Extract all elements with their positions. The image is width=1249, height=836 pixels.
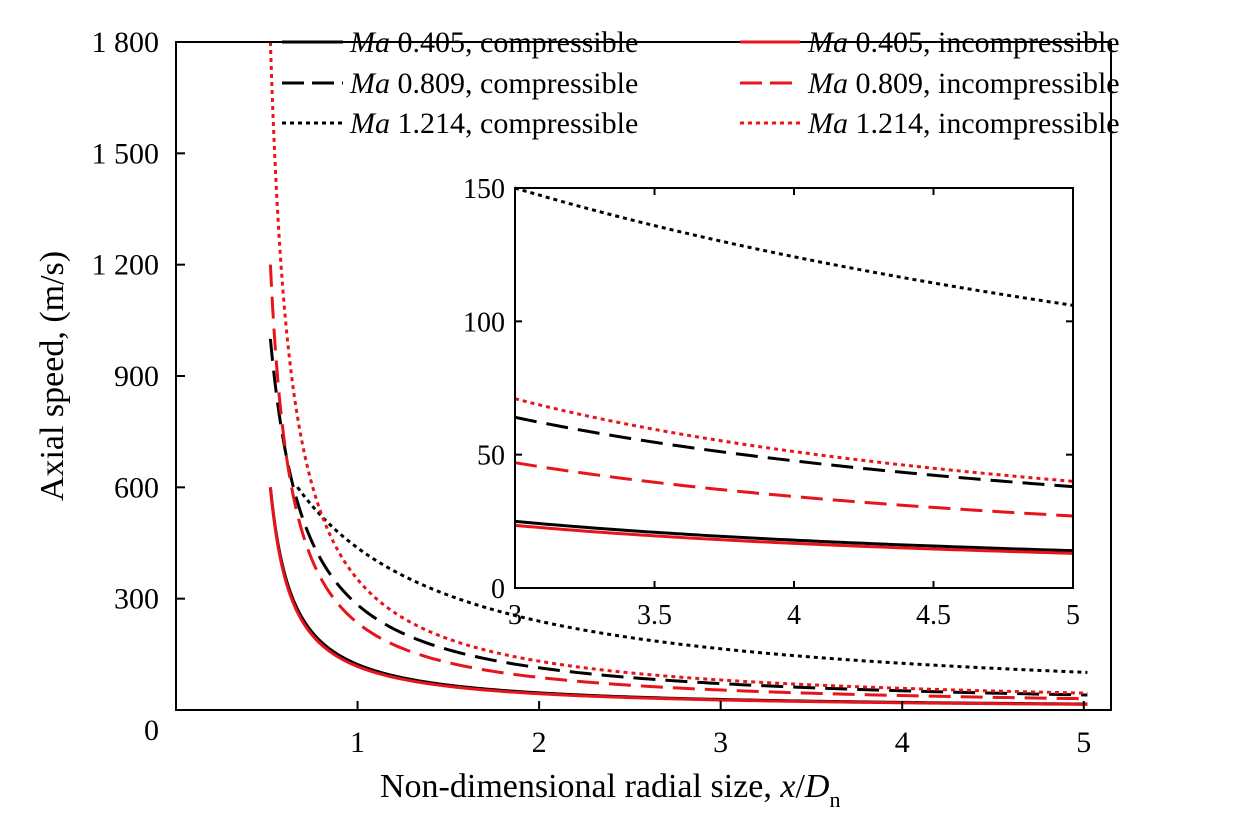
x-axis-title-slash: / bbox=[795, 768, 805, 805]
legend-label-1: Ma 0.405, compressible bbox=[349, 26, 638, 59]
y-tick-label: 300 bbox=[114, 583, 159, 616]
inset-plot: 3 3.5 4 4.5 5 0 50 100 150 bbox=[463, 174, 1080, 631]
x-axis-title: Non-dimensional radial size, x/Dn bbox=[380, 768, 840, 812]
x-tick-label: 5 bbox=[1076, 726, 1091, 759]
y-tick-label: 0 bbox=[144, 714, 159, 747]
x-tick-label: 2 bbox=[532, 726, 547, 759]
inset-series-line-2 bbox=[514, 523, 1074, 555]
legend-label-4: Ma 0.809, incompressible bbox=[807, 67, 1120, 100]
legend-rest: 0.405, compressible bbox=[390, 26, 638, 59]
x-axis-title-var: x bbox=[779, 768, 795, 805]
inset-series-line-5 bbox=[514, 186, 1074, 307]
x-axis-title-subscript: n bbox=[829, 787, 840, 812]
legend-label-3: Ma 0.809, compressible bbox=[349, 67, 638, 100]
main-y-ticks: 0 300 600 900 1 200 1 500 1 800 bbox=[92, 26, 185, 747]
y-tick-label: 1 200 bbox=[92, 249, 160, 282]
inset-y-tick-label: 150 bbox=[463, 174, 505, 205]
inset-y-tick-label: 0 bbox=[491, 574, 505, 605]
x-tick-label: 1 bbox=[350, 726, 365, 759]
legend-ma: Ma bbox=[349, 67, 390, 100]
x-tick-label: 3 bbox=[713, 726, 728, 759]
main-x-ticks: 1 2 3 4 5 bbox=[350, 701, 1091, 759]
inset-x-tick-label: 3.5 bbox=[637, 600, 672, 631]
x-axis-title-text: Non-dimensional radial size, bbox=[380, 768, 780, 805]
inset-curves bbox=[514, 186, 1074, 555]
legend-rest: 1.214, incompressible bbox=[848, 107, 1120, 140]
legend-ma: Ma bbox=[349, 107, 390, 140]
main-plot: 1 2 3 4 5 0 300 600 900 1 200 1 500 1 800 bbox=[92, 26, 1112, 759]
inset-x-ticks: 3 3.5 4 4.5 5 bbox=[508, 188, 1080, 631]
y-axis-title: Axial speed, (m/s) bbox=[34, 251, 71, 501]
series-line-5 bbox=[296, 486, 1088, 674]
legend-rest: 0.809, incompressible bbox=[848, 67, 1120, 100]
legend-label-6: Ma 1.214, incompressible bbox=[807, 107, 1120, 140]
y-tick-label: 600 bbox=[114, 471, 159, 504]
inset-series-line-1 bbox=[514, 519, 1074, 553]
inset-x-tick-label: 4.5 bbox=[916, 600, 951, 631]
series-line-4 bbox=[268, 264, 1088, 701]
legend-rest: 1.214, compressible bbox=[390, 107, 638, 140]
inset-series-line-3 bbox=[514, 415, 1074, 489]
legend-label-2: Ma 0.405, incompressible bbox=[807, 26, 1120, 59]
inset-x-tick-label: 3 bbox=[508, 600, 522, 631]
legend-ma: Ma bbox=[807, 67, 848, 100]
inset-series-line-4 bbox=[514, 461, 1074, 518]
inset-y-tick-label: 100 bbox=[463, 307, 505, 338]
legend-rest: 0.809, compressible bbox=[390, 67, 638, 100]
inset-x-tick-label: 4 bbox=[787, 600, 801, 631]
series-line-3 bbox=[268, 338, 1088, 697]
y-tick-label: 900 bbox=[114, 360, 159, 393]
legend-ma: Ma bbox=[349, 26, 390, 59]
inset-background bbox=[515, 188, 1073, 588]
inset-y-ticks: 0 50 100 150 bbox=[463, 174, 1073, 605]
legend-ma: Ma bbox=[807, 26, 848, 59]
series-line-6 bbox=[268, 42, 1088, 695]
legend: Ma 0.405, compressible Ma 0.405, incompre… bbox=[282, 26, 1120, 140]
main-curves bbox=[268, 42, 1088, 706]
legend-ma: Ma bbox=[807, 107, 848, 140]
x-axis-title-d: D bbox=[804, 768, 830, 805]
legend-rest: 0.405, incompressible bbox=[848, 26, 1120, 59]
y-tick-label: 1 500 bbox=[92, 137, 160, 170]
y-tick-label: 1 800 bbox=[92, 26, 160, 59]
inset-x-tick-label: 5 bbox=[1066, 600, 1080, 631]
legend-label-5: Ma 1.214, compressible bbox=[349, 107, 638, 140]
inset-y-tick-label: 50 bbox=[477, 441, 505, 472]
x-tick-label: 4 bbox=[895, 726, 910, 759]
series-line-2 bbox=[268, 487, 1088, 706]
